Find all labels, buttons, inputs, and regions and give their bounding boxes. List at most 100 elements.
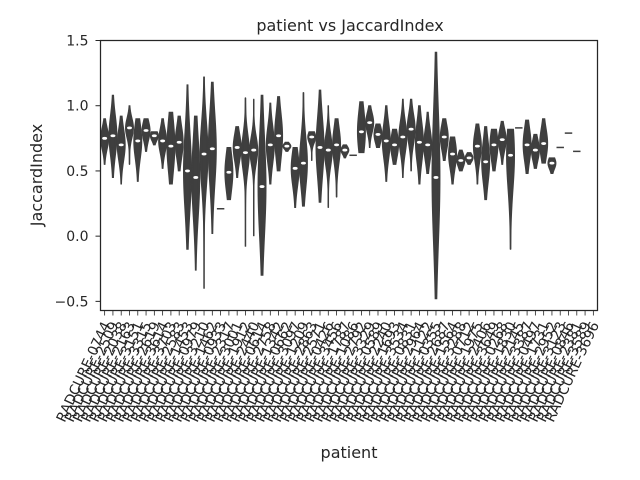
violin-median bbox=[342, 148, 348, 152]
violin-median bbox=[416, 140, 422, 144]
violin-median bbox=[532, 148, 538, 152]
violin-median bbox=[425, 143, 431, 147]
violin-median bbox=[408, 127, 414, 131]
violin-median bbox=[309, 135, 315, 139]
violin-median bbox=[400, 135, 406, 139]
y-tick-label: 1.5 bbox=[66, 34, 88, 50]
violin-median bbox=[135, 139, 141, 143]
violin bbox=[489, 128, 499, 172]
violin-median bbox=[110, 134, 116, 138]
violin-median bbox=[458, 159, 464, 162]
violin-median bbox=[259, 185, 265, 188]
violin bbox=[530, 133, 540, 169]
violin-median bbox=[284, 144, 290, 148]
violin-median bbox=[209, 147, 215, 151]
violin bbox=[315, 89, 325, 203]
violin bbox=[100, 118, 110, 165]
violin-median bbox=[483, 160, 489, 164]
violin bbox=[133, 118, 143, 182]
y-tick-label: 0.5 bbox=[66, 164, 88, 180]
violin bbox=[406, 98, 416, 172]
violin-median bbox=[383, 139, 389, 143]
violin bbox=[282, 141, 292, 152]
violin-median bbox=[102, 136, 108, 140]
violin bbox=[539, 118, 549, 164]
violin bbox=[464, 152, 474, 165]
violin-median bbox=[118, 143, 124, 147]
violin bbox=[125, 105, 134, 165]
axes-frame bbox=[99, 39, 599, 312]
violin-median bbox=[226, 170, 232, 174]
violin-median bbox=[541, 142, 547, 145]
violin-median bbox=[549, 161, 555, 165]
violin bbox=[182, 84, 192, 250]
violin-median bbox=[251, 148, 257, 152]
violin-median bbox=[127, 126, 132, 130]
violin bbox=[166, 111, 176, 185]
violin bbox=[274, 96, 284, 172]
violin bbox=[307, 131, 317, 161]
violin bbox=[456, 149, 466, 172]
violin bbox=[298, 92, 308, 207]
violin-median bbox=[392, 143, 398, 147]
violin-median bbox=[375, 133, 381, 136]
chart-title: patient vs JaccardIndex bbox=[256, 16, 443, 35]
violin bbox=[381, 105, 391, 182]
violin bbox=[547, 157, 557, 175]
violin bbox=[232, 126, 242, 178]
violin bbox=[431, 51, 441, 300]
x-axis-label: patient bbox=[321, 443, 378, 462]
y-tick-label: 0.0 bbox=[66, 229, 88, 245]
violin-median bbox=[267, 143, 273, 147]
violin-median bbox=[151, 134, 157, 138]
violin bbox=[439, 118, 449, 161]
violin-median bbox=[334, 143, 340, 147]
violin-median bbox=[276, 134, 282, 138]
violin-median bbox=[466, 156, 472, 160]
violin bbox=[497, 120, 507, 165]
violin bbox=[356, 101, 366, 154]
violin bbox=[240, 97, 250, 247]
violin bbox=[522, 119, 532, 175]
violin bbox=[390, 128, 400, 165]
y-tick-label: −0.5 bbox=[55, 294, 89, 310]
y-axis-label: JaccardIndex bbox=[27, 124, 46, 227]
violin bbox=[257, 94, 267, 276]
violin bbox=[199, 76, 209, 289]
y-tick-label: 1.0 bbox=[66, 99, 88, 115]
violin bbox=[365, 105, 375, 148]
plot-area bbox=[100, 51, 581, 300]
violin bbox=[398, 98, 408, 178]
violin-median bbox=[450, 152, 456, 156]
violin-median bbox=[474, 144, 480, 148]
violin-median bbox=[143, 129, 149, 132]
violin bbox=[481, 126, 491, 201]
violin bbox=[472, 123, 482, 185]
violin bbox=[149, 131, 159, 146]
violin bbox=[207, 81, 217, 235]
violin-median bbox=[441, 135, 447, 139]
violin-median bbox=[524, 143, 530, 147]
violin bbox=[249, 98, 259, 237]
violin bbox=[414, 105, 424, 185]
violin-median bbox=[325, 148, 331, 152]
violin bbox=[141, 118, 151, 152]
violin-median bbox=[491, 143, 497, 147]
violin-median bbox=[176, 140, 182, 144]
violin-median bbox=[508, 153, 514, 157]
violin bbox=[448, 136, 458, 185]
violin-median bbox=[201, 152, 207, 156]
violin-median bbox=[433, 176, 439, 179]
violin bbox=[158, 118, 168, 169]
violin bbox=[116, 115, 126, 185]
violin bbox=[265, 102, 275, 185]
violin-median bbox=[499, 138, 505, 142]
violin-median bbox=[317, 146, 323, 149]
violin-median bbox=[367, 121, 373, 125]
violin bbox=[506, 128, 516, 250]
violin bbox=[108, 94, 118, 178]
violin-median bbox=[168, 144, 174, 148]
violin bbox=[373, 123, 383, 148]
x-axis: RADCURE-0744RADCURE-2509RADCURE-2038RADC… bbox=[54, 310, 603, 425]
